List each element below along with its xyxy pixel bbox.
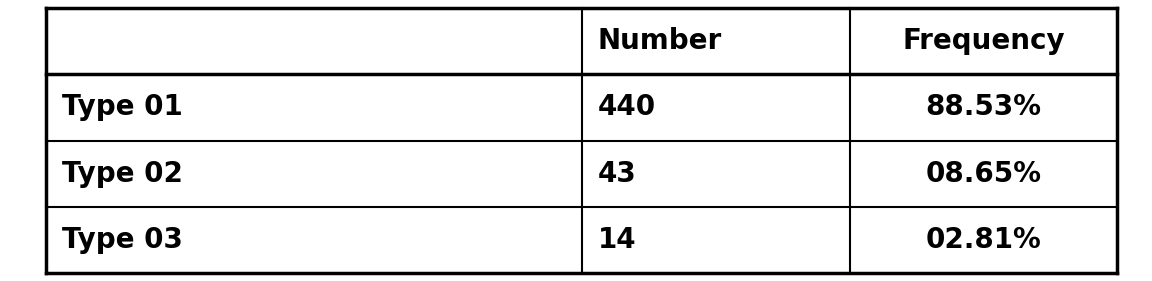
Text: 02.81%: 02.81% xyxy=(926,226,1041,253)
Text: 440: 440 xyxy=(598,94,655,121)
Text: 43: 43 xyxy=(598,160,637,187)
Text: 08.65%: 08.65% xyxy=(925,160,1041,187)
Text: 88.53%: 88.53% xyxy=(925,94,1041,121)
Text: Frequency: Frequency xyxy=(902,28,1064,55)
Text: Number: Number xyxy=(598,28,722,55)
Text: 14: 14 xyxy=(598,226,636,253)
Text: Type 03: Type 03 xyxy=(62,226,183,253)
Text: Type 02: Type 02 xyxy=(62,160,183,187)
Text: Type 01: Type 01 xyxy=(62,94,183,121)
